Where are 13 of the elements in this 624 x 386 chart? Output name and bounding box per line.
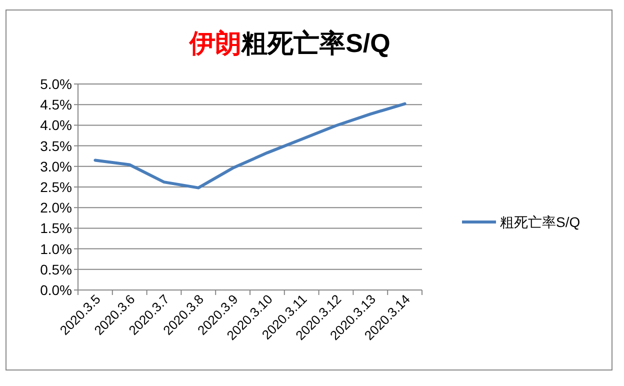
y-tick-label: 2.5% xyxy=(40,179,72,195)
y-tick-label: 1.0% xyxy=(40,240,72,257)
y-tick-label: 2.0% xyxy=(40,200,72,216)
y-tick-label: 4.5% xyxy=(40,96,72,113)
y-tick-label: 4.0% xyxy=(40,117,72,134)
legend-label: 粗死亡率S/Q xyxy=(500,214,580,230)
y-tick-label: 3.0% xyxy=(40,158,72,174)
y-tick-label: 0.0% xyxy=(40,282,72,298)
y-tick-label: 5.0% xyxy=(40,76,72,92)
y-tick-label: 0.5% xyxy=(40,261,72,278)
y-tick-label: 3.5% xyxy=(40,138,72,154)
y-tick-label: 1.5% xyxy=(40,220,72,236)
title: 伊朗粗死亡率S/Q xyxy=(190,28,390,58)
